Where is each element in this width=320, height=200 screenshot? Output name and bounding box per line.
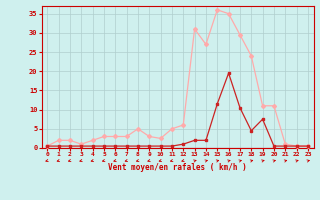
X-axis label: Vent moyen/en rafales ( km/h ): Vent moyen/en rafales ( km/h ) [108, 163, 247, 172]
